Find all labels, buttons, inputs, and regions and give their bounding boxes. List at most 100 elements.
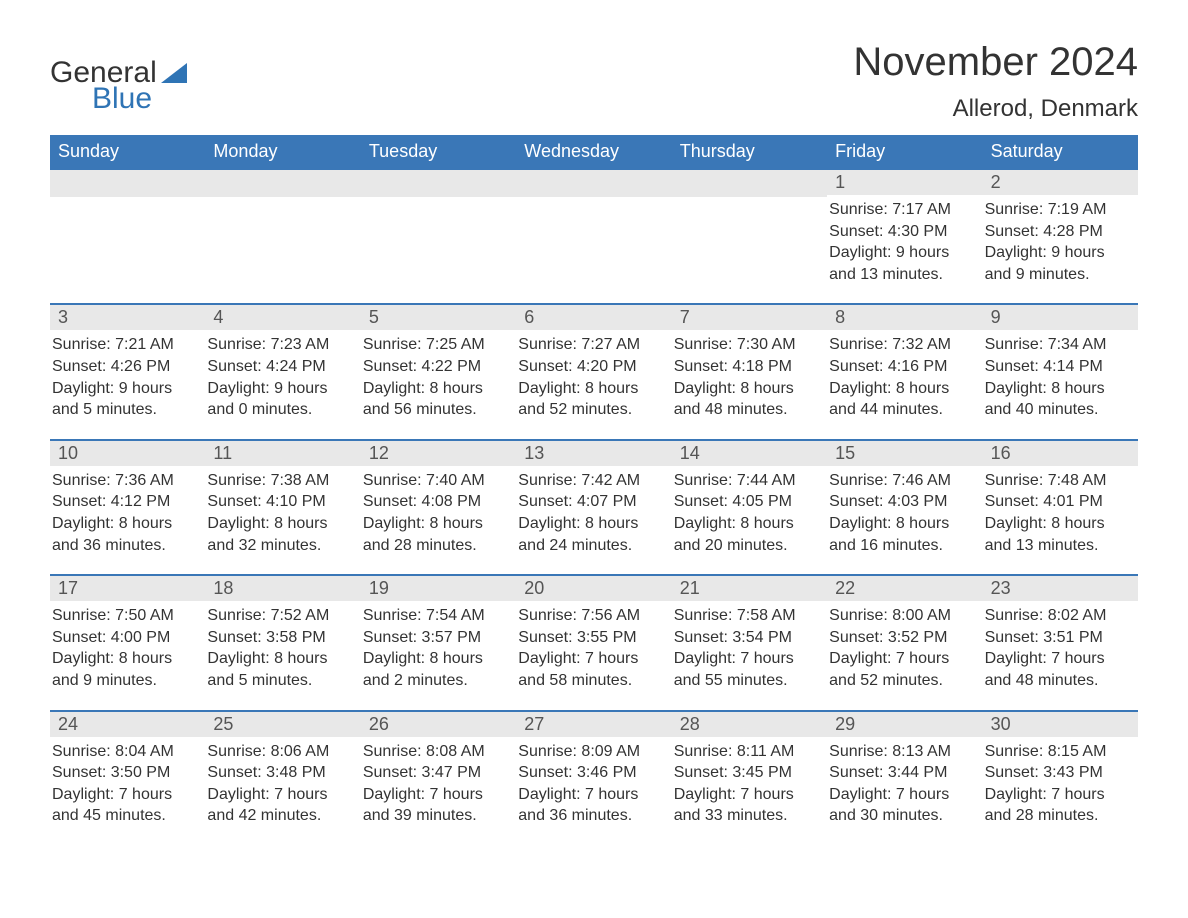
day-cell: 27Sunrise: 8:09 AMSunset: 3:46 PMDayligh… xyxy=(516,712,671,831)
day-number: 23 xyxy=(983,576,1138,601)
day-details: Sunrise: 7:56 AMSunset: 3:55 PMDaylight:… xyxy=(516,601,671,695)
sunset-text: Sunset: 3:47 PM xyxy=(363,762,512,784)
sunrise-text: Sunrise: 7:30 AM xyxy=(674,334,823,356)
week-row: 10Sunrise: 7:36 AMSunset: 4:12 PMDayligh… xyxy=(50,439,1138,560)
daylight-line1: Daylight: 7 hours xyxy=(363,784,512,806)
day-number: 11 xyxy=(205,441,360,466)
sunrise-text: Sunrise: 7:46 AM xyxy=(829,470,978,492)
week-row: 17Sunrise: 7:50 AMSunset: 4:00 PMDayligh… xyxy=(50,574,1138,695)
daylight-line2: and 48 minutes. xyxy=(985,670,1134,692)
day-details: Sunrise: 7:32 AMSunset: 4:16 PMDaylight:… xyxy=(827,330,982,424)
sunrise-text: Sunrise: 7:34 AM xyxy=(985,334,1134,356)
sunset-text: Sunset: 4:05 PM xyxy=(674,491,823,513)
daylight-line2: and 2 minutes. xyxy=(363,670,512,692)
day-cell: 11Sunrise: 7:38 AMSunset: 4:10 PMDayligh… xyxy=(205,441,360,560)
sunrise-text: Sunrise: 7:52 AM xyxy=(207,605,356,627)
day-number: 8 xyxy=(827,305,982,330)
sunset-text: Sunset: 4:00 PM xyxy=(52,627,201,649)
daylight-line2: and 20 minutes. xyxy=(674,535,823,557)
daylight-line2: and 58 minutes. xyxy=(518,670,667,692)
sunset-text: Sunset: 3:50 PM xyxy=(52,762,201,784)
day-cell: 25Sunrise: 8:06 AMSunset: 3:48 PMDayligh… xyxy=(205,712,360,831)
daylight-line2: and 42 minutes. xyxy=(207,805,356,827)
daylight-line2: and 28 minutes. xyxy=(985,805,1134,827)
sunset-text: Sunset: 4:08 PM xyxy=(363,491,512,513)
day-number: 15 xyxy=(827,441,982,466)
day-cell xyxy=(50,170,205,289)
daylight-line1: Daylight: 8 hours xyxy=(985,513,1134,535)
day-cell: 10Sunrise: 7:36 AMSunset: 4:12 PMDayligh… xyxy=(50,441,205,560)
day-number: 1 xyxy=(827,170,982,195)
day-cell: 19Sunrise: 7:54 AMSunset: 3:57 PMDayligh… xyxy=(361,576,516,695)
day-cell: 18Sunrise: 7:52 AMSunset: 3:58 PMDayligh… xyxy=(205,576,360,695)
daylight-line1: Daylight: 9 hours xyxy=(985,242,1134,264)
day-cell xyxy=(516,170,671,289)
daylight-line1: Daylight: 8 hours xyxy=(207,513,356,535)
sunset-text: Sunset: 3:44 PM xyxy=(829,762,978,784)
day-details: Sunrise: 7:30 AMSunset: 4:18 PMDaylight:… xyxy=(672,330,827,424)
brand-line2: Blue xyxy=(92,84,187,114)
header: General Blue November 2024 Allerod, Denm… xyxy=(50,40,1138,123)
daylight-line2: and 13 minutes. xyxy=(985,535,1134,557)
day-cell: 7Sunrise: 7:30 AMSunset: 4:18 PMDaylight… xyxy=(672,305,827,424)
daylight-line1: Daylight: 7 hours xyxy=(518,784,667,806)
daylight-line2: and 28 minutes. xyxy=(363,535,512,557)
day-details: Sunrise: 8:06 AMSunset: 3:48 PMDaylight:… xyxy=(205,737,360,831)
day-details: Sunrise: 7:27 AMSunset: 4:20 PMDaylight:… xyxy=(516,330,671,424)
sunset-text: Sunset: 4:01 PM xyxy=(985,491,1134,513)
day-details: Sunrise: 7:44 AMSunset: 4:05 PMDaylight:… xyxy=(672,466,827,560)
sunset-text: Sunset: 4:28 PM xyxy=(985,221,1134,243)
daylight-line2: and 44 minutes. xyxy=(829,399,978,421)
sunrise-text: Sunrise: 7:48 AM xyxy=(985,470,1134,492)
day-details: Sunrise: 7:21 AMSunset: 4:26 PMDaylight:… xyxy=(50,330,205,424)
sunset-text: Sunset: 3:46 PM xyxy=(518,762,667,784)
daylight-line2: and 45 minutes. xyxy=(52,805,201,827)
daylight-line1: Daylight: 8 hours xyxy=(985,378,1134,400)
day-details: Sunrise: 7:46 AMSunset: 4:03 PMDaylight:… xyxy=(827,466,982,560)
day-details: Sunrise: 7:50 AMSunset: 4:00 PMDaylight:… xyxy=(50,601,205,695)
sunset-text: Sunset: 4:22 PM xyxy=(363,356,512,378)
day-details: Sunrise: 8:09 AMSunset: 3:46 PMDaylight:… xyxy=(516,737,671,831)
day-number: 24 xyxy=(50,712,205,737)
day-number: 14 xyxy=(672,441,827,466)
dow-wednesday: Wednesday xyxy=(516,135,671,168)
empty-day-header xyxy=(205,170,360,197)
daylight-line2: and 32 minutes. xyxy=(207,535,356,557)
day-number: 16 xyxy=(983,441,1138,466)
day-cell: 15Sunrise: 7:46 AMSunset: 4:03 PMDayligh… xyxy=(827,441,982,560)
day-cell: 28Sunrise: 8:11 AMSunset: 3:45 PMDayligh… xyxy=(672,712,827,831)
daylight-line2: and 16 minutes. xyxy=(829,535,978,557)
day-details: Sunrise: 8:13 AMSunset: 3:44 PMDaylight:… xyxy=(827,737,982,831)
day-number: 26 xyxy=(361,712,516,737)
day-details: Sunrise: 8:11 AMSunset: 3:45 PMDaylight:… xyxy=(672,737,827,831)
brand-logo: General Blue xyxy=(50,40,187,114)
day-cell: 9Sunrise: 7:34 AMSunset: 4:14 PMDaylight… xyxy=(983,305,1138,424)
day-cell: 4Sunrise: 7:23 AMSunset: 4:24 PMDaylight… xyxy=(205,305,360,424)
sunset-text: Sunset: 3:48 PM xyxy=(207,762,356,784)
daylight-line1: Daylight: 7 hours xyxy=(829,648,978,670)
sunrise-text: Sunrise: 8:13 AM xyxy=(829,741,978,763)
day-cell: 21Sunrise: 7:58 AMSunset: 3:54 PMDayligh… xyxy=(672,576,827,695)
sunrise-text: Sunrise: 7:50 AM xyxy=(52,605,201,627)
day-details: Sunrise: 7:38 AMSunset: 4:10 PMDaylight:… xyxy=(205,466,360,560)
day-details: Sunrise: 8:04 AMSunset: 3:50 PMDaylight:… xyxy=(50,737,205,831)
day-details: Sunrise: 7:34 AMSunset: 4:14 PMDaylight:… xyxy=(983,330,1138,424)
daylight-line1: Daylight: 8 hours xyxy=(363,378,512,400)
day-details: Sunrise: 7:36 AMSunset: 4:12 PMDaylight:… xyxy=(50,466,205,560)
sunset-text: Sunset: 4:14 PM xyxy=(985,356,1134,378)
sunrise-text: Sunrise: 7:23 AM xyxy=(207,334,356,356)
day-number: 19 xyxy=(361,576,516,601)
sunset-text: Sunset: 4:30 PM xyxy=(829,221,978,243)
sunset-text: Sunset: 3:55 PM xyxy=(518,627,667,649)
day-number: 21 xyxy=(672,576,827,601)
daylight-line1: Daylight: 8 hours xyxy=(363,648,512,670)
day-number: 10 xyxy=(50,441,205,466)
sunrise-text: Sunrise: 8:00 AM xyxy=(829,605,978,627)
title-block: November 2024 Allerod, Denmark xyxy=(853,40,1138,123)
day-cell: 13Sunrise: 7:42 AMSunset: 4:07 PMDayligh… xyxy=(516,441,671,560)
sunrise-text: Sunrise: 7:38 AM xyxy=(207,470,356,492)
daylight-line1: Daylight: 9 hours xyxy=(52,378,201,400)
daylight-line2: and 40 minutes. xyxy=(985,399,1134,421)
day-details: Sunrise: 8:00 AMSunset: 3:52 PMDaylight:… xyxy=(827,601,982,695)
sunset-text: Sunset: 4:24 PM xyxy=(207,356,356,378)
